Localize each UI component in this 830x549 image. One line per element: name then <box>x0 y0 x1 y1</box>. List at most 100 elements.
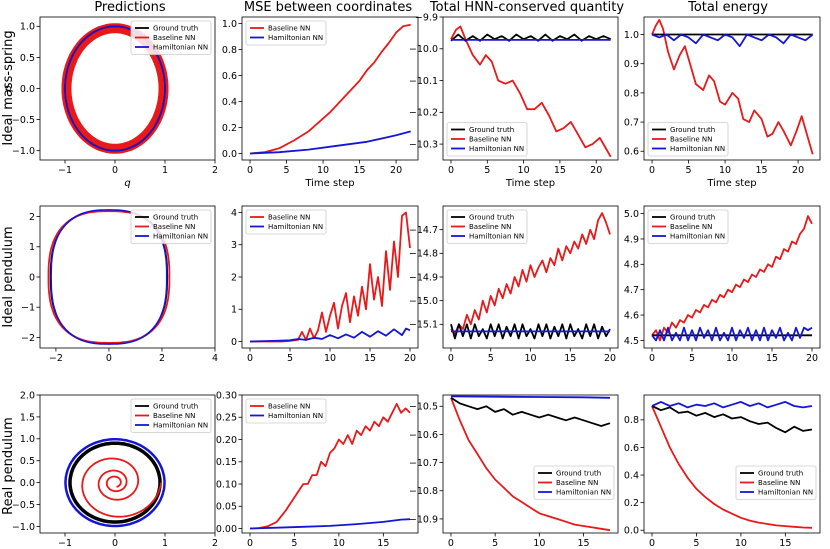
x-tick-label: 15 <box>364 353 376 364</box>
x-tick-label: 5 <box>284 165 290 176</box>
y-tick-label: 1.0 <box>222 19 237 30</box>
y-tick-label: 0 <box>29 272 35 283</box>
y-tick-label: 0.0 <box>20 84 35 95</box>
y-tick-label: 0.2 <box>624 498 639 509</box>
y-tick-label: −10.2 <box>409 108 438 119</box>
legend-label-baseline-nn: Baseline NN <box>268 403 310 411</box>
x-tick-label: 0 <box>112 538 118 549</box>
y-tick-label: 1.5 <box>20 412 35 423</box>
legend-label-baseline-nn: Baseline NN <box>556 479 598 487</box>
series-line-baseline-nn <box>450 212 611 335</box>
legend-label-ground-truth: Ground truth <box>153 214 198 222</box>
subplot-p13: 0 5 10 15 20 4.5 4.6 4.7 4.8 4.9 5.0 Ground truthBa… <box>624 205 821 364</box>
x-tick-label: 0 <box>247 538 253 549</box>
y-tick-label: 5.0 <box>624 209 639 220</box>
legend-box <box>245 398 327 424</box>
y-tick-label: −10.7 <box>409 458 438 469</box>
x-tick-label: 10 <box>533 538 545 549</box>
legend-label-ground-truth: Ground truth <box>469 126 514 134</box>
plot-area <box>651 215 813 342</box>
y-tick-label: 0.5 <box>20 456 35 467</box>
legend-label-hamiltonian-nn: Hamiltonian NN <box>153 233 208 241</box>
x-tick-label: 15 <box>766 353 778 364</box>
legend-label-baseline-nn: Baseline NN <box>469 223 511 231</box>
legend-box <box>446 209 528 244</box>
y-tick-label: 4 <box>231 208 237 219</box>
plot-area <box>249 403 411 530</box>
x-tick-label: −1 <box>58 538 72 549</box>
y-tick-label: 0.00 <box>216 524 237 535</box>
y-tick-label: 1.0 <box>624 30 639 41</box>
y-tick-label: 0.4 <box>624 470 639 481</box>
x-tick-label: 20 <box>590 165 602 176</box>
x-tick-label: 0 <box>106 353 112 364</box>
x-tick-label: 1 <box>162 165 168 176</box>
x-tick-label: 15 <box>779 538 791 549</box>
y-tick-label: −1 <box>21 303 35 314</box>
series-line-baseline-nn <box>651 19 814 155</box>
y-tick-label: −15.1 <box>409 320 438 331</box>
legend-label-ground-truth: Ground truth <box>153 25 198 33</box>
legend-label-ground-truth: Ground truth <box>670 126 715 134</box>
x-tick-label: 10 <box>726 353 738 364</box>
legend-label-ground-truth: Ground truth <box>670 214 715 222</box>
legend-box <box>735 465 817 500</box>
y-tick-label: 0.6 <box>624 147 639 158</box>
x-tick-label: 0 <box>448 165 454 176</box>
y-tick-label: 0.5 <box>20 53 35 64</box>
y-tick-label: 0.05 <box>216 502 237 513</box>
x-tick-label: 0 <box>112 165 118 176</box>
y-tick-label: 1 <box>29 242 35 253</box>
phase-curve-hamiltonian-nn <box>64 437 166 528</box>
y-tick-label: −15.0 <box>409 296 438 307</box>
plot-area <box>249 23 411 155</box>
x-tick-label: 20 <box>806 353 818 364</box>
y-tick-label: 1.0 <box>20 22 35 33</box>
column-title-hnn-quantity: Total HNN-conserved quantity <box>429 0 624 15</box>
y-tick-label: 0.10 <box>216 479 237 490</box>
y-axis-label: p <box>3 85 14 92</box>
y-tick-label: −1.0 <box>12 522 35 533</box>
x-tick-label: 5 <box>492 538 498 549</box>
y-tick-label: 0.0 <box>624 526 639 537</box>
legend-box <box>130 20 212 55</box>
y-tick-label: −0.5 <box>12 115 35 126</box>
series-line-hamiltonian-nn <box>249 518 411 530</box>
y-tick-label: 3 <box>231 240 237 251</box>
subplot-p23: 0 5 10 15 0.0 0.2 0.4 0.6 0.8 Ground truthBaselin… <box>624 394 821 549</box>
legend-label-hamiltonian-nn: Hamiltonian NN <box>469 233 524 241</box>
legend-label-baseline-nn: Baseline NN <box>268 214 310 222</box>
y-tick-label: −10.3 <box>409 140 438 151</box>
x-tick-label: 10 <box>735 538 747 549</box>
x-tick-label: 2 <box>159 353 165 364</box>
series-line-baseline-nn <box>450 397 611 532</box>
legend-label-hamiltonian-nn: Hamiltonian NN <box>153 422 208 430</box>
y-tick-label: 0.20 <box>216 435 237 446</box>
x-axis-label: q <box>124 178 130 189</box>
legend-box <box>647 122 729 157</box>
y-tick-label: −9.9 <box>415 12 438 23</box>
legend-label-ground-truth: Ground truth <box>153 403 198 411</box>
axes-frame <box>442 16 619 161</box>
y-tick-label: −2 <box>21 333 35 344</box>
axes-frame <box>643 16 821 161</box>
series-line-baseline-nn <box>651 215 813 342</box>
subplot-p12: 0 5 10 15 20 −14.7 −14.8 −14.9 −15.0 −15.1 Ground … <box>409 205 619 364</box>
x-tick-label: 20 <box>390 165 402 176</box>
subplot-p21: 0 5 10 15 0.00 0.05 0.10 0.15 0.20 0.25 0.30 Baseli… <box>216 390 419 549</box>
x-tick-label: 4 <box>212 353 218 364</box>
column-title-predictions: Predictions <box>94 0 166 15</box>
y-tick-label: −14.7 <box>409 225 438 236</box>
phase-curve-ground-truth <box>68 441 162 524</box>
x-tick-label: 0 <box>649 165 655 176</box>
x-tick-label: 20 <box>604 353 616 364</box>
x-tick-label: −2 <box>49 353 63 364</box>
